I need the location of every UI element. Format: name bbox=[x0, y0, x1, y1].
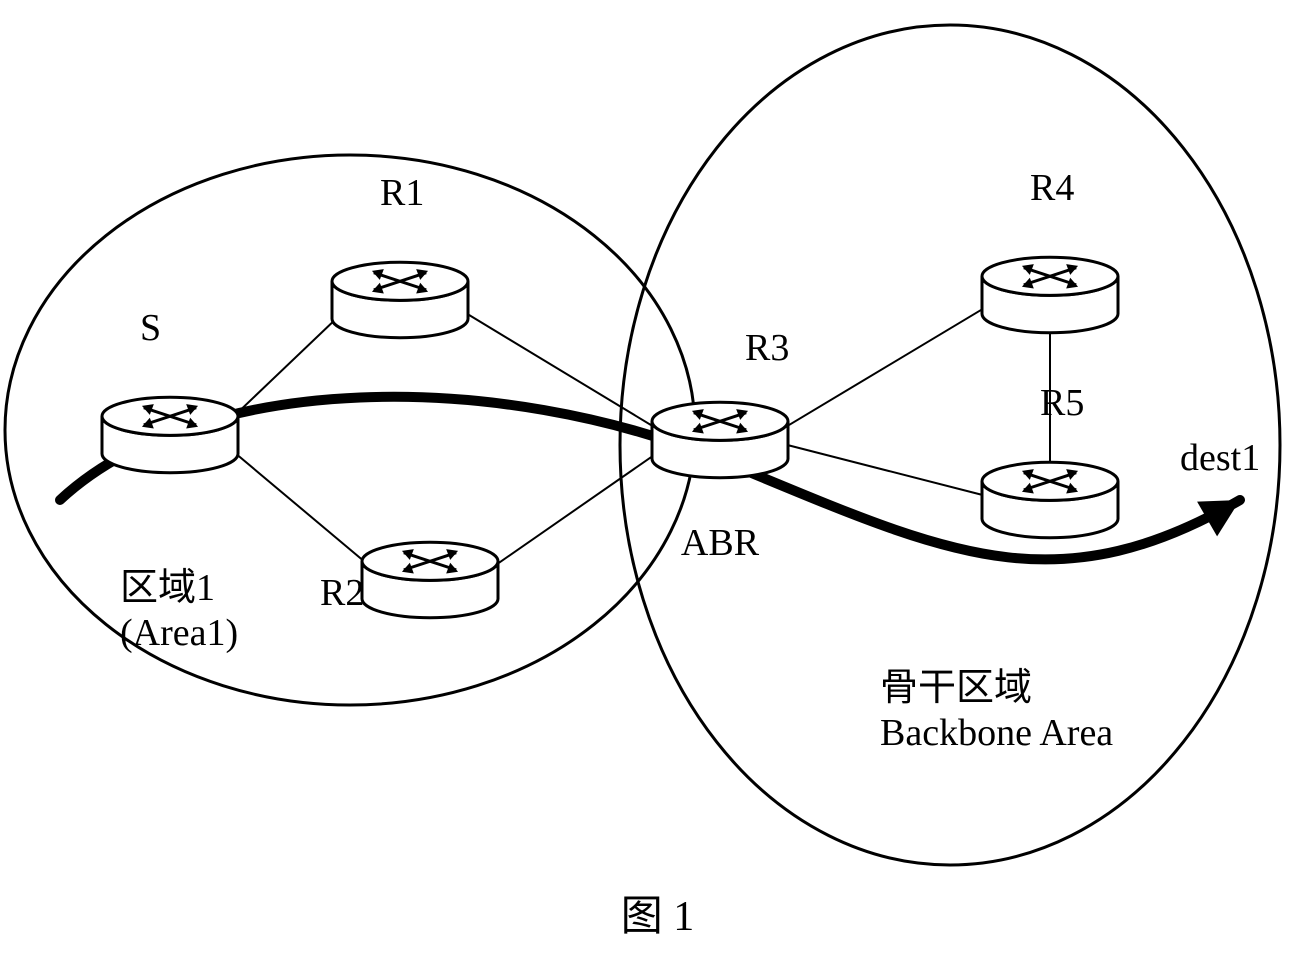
area-label-area1-1: (Area1) bbox=[120, 612, 238, 654]
router-S: S bbox=[102, 307, 238, 473]
router-label-R1: R1 bbox=[380, 172, 424, 214]
network-diagram: S R1 R2 R3 R4 R5 ABR dest1 区域1(Area1) 骨干区域Backbon… bbox=[0, 0, 1315, 965]
area-label-backbone-0: 骨干区域 bbox=[880, 667, 1032, 709]
router-R3: R3 bbox=[652, 327, 789, 478]
abr-label: ABR bbox=[681, 522, 760, 564]
router-label-R4: R4 bbox=[1030, 167, 1074, 209]
router-label-S: S bbox=[140, 307, 161, 349]
area-label-area1-0: 区域1 bbox=[120, 567, 215, 609]
dest-label: dest1 bbox=[1180, 437, 1260, 479]
router-label-R5: R5 bbox=[1040, 382, 1084, 424]
router-label-R2: R2 bbox=[320, 572, 364, 614]
edge-R3-R5 bbox=[787, 445, 983, 495]
router-R2: R2 bbox=[320, 542, 498, 617]
router-R1: R1 bbox=[332, 172, 468, 338]
edge-R3-R4 bbox=[782, 306, 987, 429]
area-label-backbone-1: Backbone Area bbox=[880, 712, 1113, 754]
edge-S-R2 bbox=[229, 448, 370, 567]
edge-R2-R3 bbox=[491, 452, 659, 568]
figure-caption: 图 1 bbox=[621, 894, 695, 940]
router-label-R3: R3 bbox=[745, 327, 789, 369]
router-R4: R4 bbox=[982, 167, 1118, 333]
